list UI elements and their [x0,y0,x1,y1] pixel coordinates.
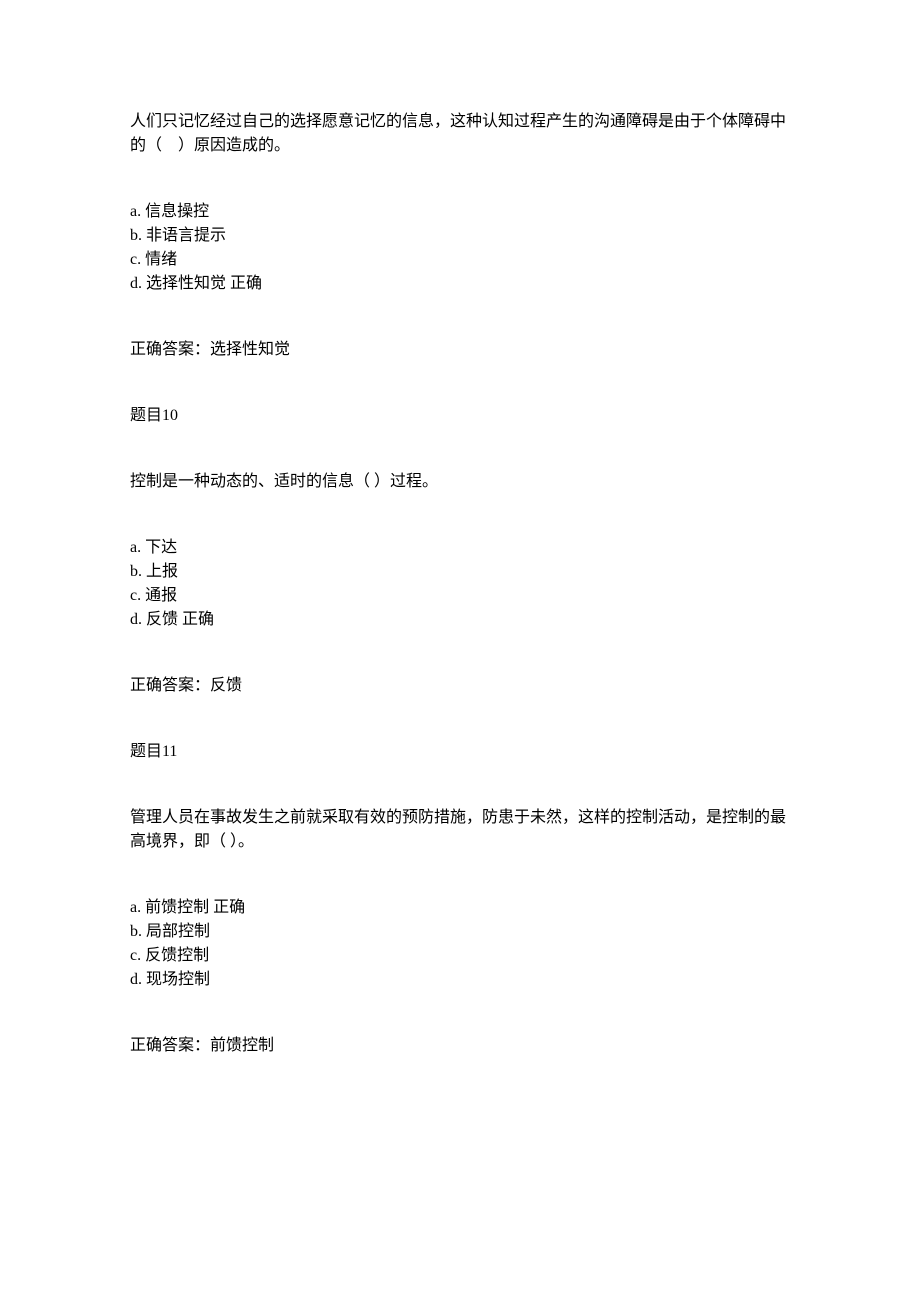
question-text: 人们只记忆经过自己的选择愿意记忆的信息，这种认知过程产生的沟通障碍是由于个体障碍… [130,110,790,158]
option-c: c. 通报 [130,584,790,608]
option-b: b. 上报 [130,560,790,584]
option-a: a. 前馈控制 正确 [130,896,790,920]
question-title: 题目10 [130,404,790,428]
correct-answer: 正确答案：反馈 [130,674,790,698]
question-block-2: 题目10 控制是一种动态的、适时的信息（ ）过程。 a. 下达 b. 上报 c.… [130,404,790,698]
option-b: b. 非语言提示 [130,224,790,248]
question-title: 题目11 [130,740,790,764]
option-b: b. 局部控制 [130,920,790,944]
option-d: d. 现场控制 [130,968,790,992]
correct-answer: 正确答案：选择性知觉 [130,338,790,362]
question-block-1: 人们只记忆经过自己的选择愿意记忆的信息，这种认知过程产生的沟通障碍是由于个体障碍… [130,110,790,362]
option-a: a. 下达 [130,536,790,560]
option-c: c. 反馈控制 [130,944,790,968]
options-list: a. 下达 b. 上报 c. 通报 d. 反馈 正确 [130,536,790,632]
question-text: 管理人员在事故发生之前就采取有效的预防措施，防患于未然，这样的控制活动，是控制的… [130,806,790,854]
option-d: d. 选择性知觉 正确 [130,272,790,296]
correct-answer: 正确答案：前馈控制 [130,1034,790,1058]
option-c: c. 情绪 [130,248,790,272]
options-list: a. 前馈控制 正确 b. 局部控制 c. 反馈控制 d. 现场控制 [130,896,790,992]
question-text: 控制是一种动态的、适时的信息（ ）过程。 [130,470,790,494]
option-a: a. 信息操控 [130,200,790,224]
option-d: d. 反馈 正确 [130,608,790,632]
options-list: a. 信息操控 b. 非语言提示 c. 情绪 d. 选择性知觉 正确 [130,200,790,296]
question-block-3: 题目11 管理人员在事故发生之前就采取有效的预防措施，防患于未然，这样的控制活动… [130,740,790,1058]
